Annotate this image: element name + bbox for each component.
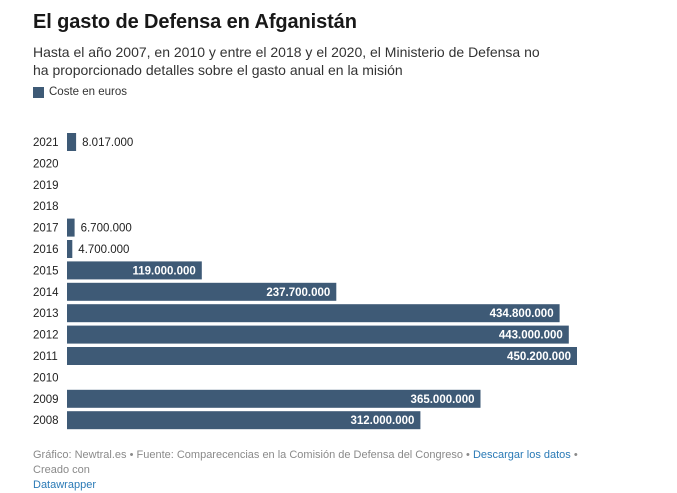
- bar-2014: [67, 282, 337, 301]
- value-label-2009: 365.000.000: [411, 394, 475, 406]
- category-label-2009: 2009: [33, 394, 59, 406]
- category-label-2011: 2011: [33, 351, 58, 363]
- value-label-2016: 4.700.000: [78, 244, 129, 256]
- value-label-2011: 450.200.000: [507, 351, 571, 363]
- value-label-2013: 434.800.000: [490, 308, 554, 320]
- legend: Coste en euros: [33, 86, 127, 98]
- footer-source: Gráfico: Newtral.es • Fuente: Comparecen…: [33, 449, 473, 461]
- value-label-2012: 443.000.000: [499, 330, 563, 342]
- bar-2015: [67, 261, 202, 280]
- chart-subtitle: Hasta el año 2007, en 2010 y entre el 20…: [33, 44, 540, 78]
- category-label-2017: 2017: [33, 223, 59, 235]
- bar-2008: [67, 411, 421, 430]
- value-label-2015: 119.000.000: [132, 265, 195, 277]
- value-label-2008: 312.000.000: [350, 415, 414, 427]
- value-label-2014: 237.700.000: [266, 287, 330, 299]
- bar-chart: 2021 8.017.000 2020 2019 2018 2017 6.700.000 20…: [33, 133, 577, 430]
- category-label-2008: 2008: [33, 415, 59, 427]
- chart-footer: Gráfico: Newtral.es • Fuente: Comparecen…: [33, 448, 593, 493]
- legend-label: Coste en euros: [49, 86, 127, 98]
- category-label-2019: 2019: [33, 180, 59, 192]
- category-label-2014: 2014: [33, 287, 59, 299]
- category-label-2010: 2010: [33, 372, 59, 384]
- bar-2013: [67, 304, 560, 323]
- category-label-2012: 2012: [33, 330, 59, 342]
- chart-title: El gasto de Defensa en Afganistán: [33, 11, 357, 33]
- datawrapper-link[interactable]: Datawrapper: [33, 479, 96, 491]
- bar-2017: [67, 218, 75, 237]
- bar-2016: [67, 240, 73, 258]
- category-label-2015: 2015: [33, 265, 59, 277]
- footer-created-with: • Creado con: [33, 449, 578, 476]
- bar-2012: [67, 325, 569, 344]
- category-label-2013: 2013: [33, 308, 59, 320]
- category-label-2018: 2018: [33, 201, 59, 213]
- download-data-link[interactable]: Descargar los datos: [472, 449, 571, 461]
- value-label-2017: 6.700.000: [81, 223, 132, 235]
- category-label-2021: 2021: [33, 137, 59, 149]
- bar-2021: [67, 133, 77, 151]
- category-label-2016: 2016: [33, 244, 59, 256]
- value-label-2021: 8.017.000: [82, 137, 133, 149]
- bar-2011: [67, 347, 577, 365]
- bar-2009: [67, 389, 481, 408]
- legend-swatch: [33, 86, 44, 98]
- category-label-2020: 2020: [33, 158, 59, 170]
